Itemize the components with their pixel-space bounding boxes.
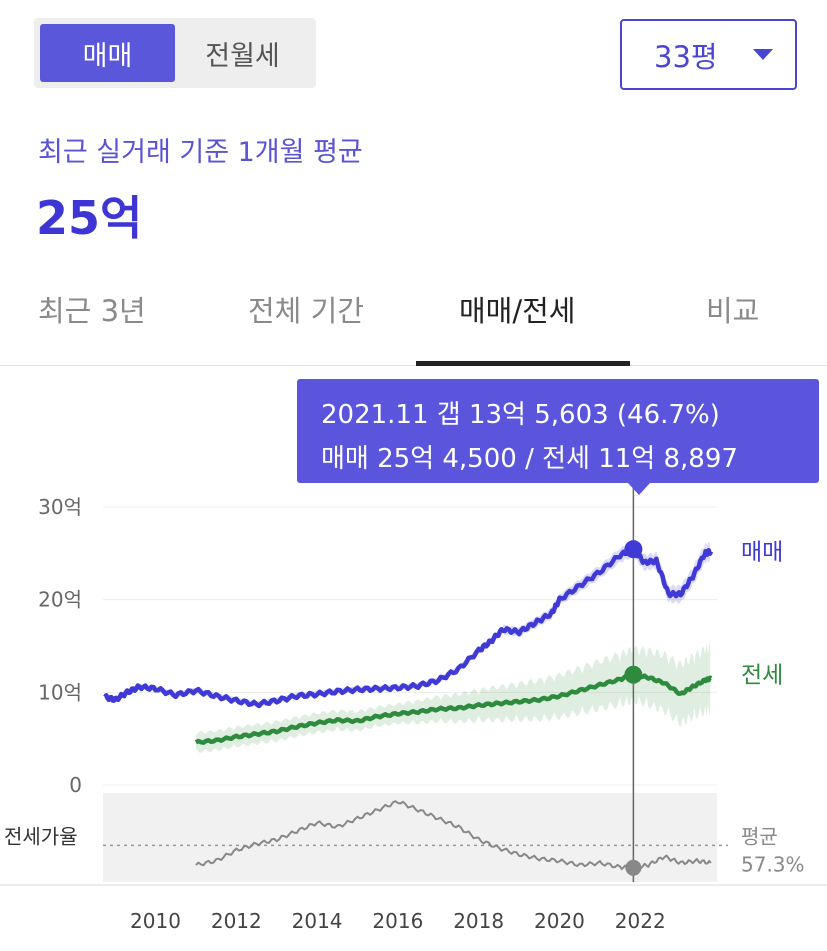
ratio-axis-label: 전세가율 [4, 824, 78, 848]
tooltip-line-gap: 2021.11 갭 13억 5,603 (46.7%) [321, 400, 720, 430]
active-tab-indicator [416, 361, 630, 366]
y-tick-label: 10억 [38, 680, 82, 704]
size-dropdown-value: 33평 [654, 39, 718, 74]
x-tick-label: 2020 [534, 909, 585, 933]
sale-series-line [103, 546, 714, 709]
tooltip-line-prices: 매매 25억 4,500 / 전세 11억 8,897 [321, 444, 738, 474]
x-tick-label: 2018 [453, 909, 504, 933]
jeonse-series-label: 전세 [741, 662, 783, 688]
tab-sale-jeonse[interactable]: 매매/전세 [459, 294, 576, 328]
period-tabs: 최근 3년 전체 기간 매매/전세 비교 [0, 272, 827, 366]
jeonse-series-line [194, 672, 713, 745]
chart-bands [105, 541, 711, 753]
jeonse-range-band [195, 642, 711, 753]
x-tick-label: 2010 [130, 909, 181, 933]
sale-series-label: 매매 [741, 539, 783, 565]
tab-all-period[interactable]: 전체 기간 [248, 294, 364, 328]
toggle-rent-button[interactable]: 전월세 [205, 40, 280, 72]
size-dropdown[interactable]: 33평 [620, 19, 797, 90]
average-price: 25억 [36, 191, 143, 245]
y-tick-label: 0 [69, 773, 82, 797]
chart-markers [624, 480, 643, 882]
deal-type-toggle: 매매 전월세 [34, 18, 316, 88]
price-basis-subtitle: 최근 실거래 기준 1개월 평균 [38, 137, 363, 168]
chevron-down-icon [753, 49, 773, 60]
x-tick-label: 2022 [615, 909, 666, 933]
tab-compare[interactable]: 비교 [706, 294, 760, 328]
sale-hover-point [624, 540, 643, 559]
ratio-hover-point [625, 859, 642, 876]
y-tick-label: 30억 [38, 495, 82, 519]
chart-ticks: 0 10억 20억 30억 2010 2012 2014 2016 2018 2020 2022 [38, 495, 666, 933]
x-tick-label: 2012 [211, 909, 262, 933]
tooltip-arrow [628, 483, 650, 495]
chart-tooltip: 2021.11 갭 13억 5,603 (46.7%) 매매 25억 4,500… [297, 379, 819, 495]
ratio-average-label: 평균 [741, 824, 778, 848]
x-tick-label: 2014 [292, 909, 343, 933]
x-tick-label: 2016 [372, 909, 423, 933]
ratio-average-value: 57.3% [741, 852, 805, 876]
tab-recent-3-years[interactable]: 최근 3년 [38, 294, 146, 328]
y-tick-label: 20억 [38, 588, 82, 612]
toggle-sale-button[interactable]: 매매 [40, 24, 175, 82]
jeonse-hover-point [624, 665, 643, 684]
